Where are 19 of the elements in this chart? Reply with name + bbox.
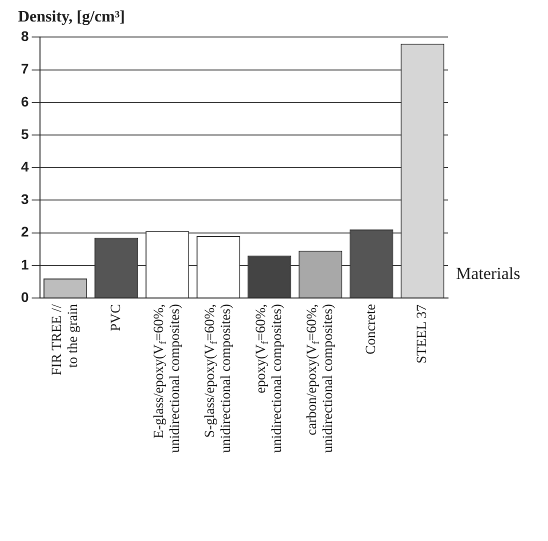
y-tick-label: 4	[20, 158, 29, 174]
x-tick-label: carbon/epoxy(Vf=60%, unidirectional composites)	[305, 304, 336, 453]
y-tick-label: 1	[20, 256, 29, 272]
y-tick-label: 5	[20, 126, 29, 142]
y-tick-label: 3	[20, 191, 29, 208]
x-axis-title: Materials	[456, 264, 520, 283]
x-tick-label: E-glass/epoxy(Vf=60%, unidirectional composites)	[152, 304, 184, 453]
x-tick-label: FIR TREE // to the grain	[50, 304, 81, 376]
y-tick-label: 0	[20, 288, 29, 305]
x-tick-label: STEEL 37	[415, 304, 430, 364]
y-tick-label: 7	[20, 60, 29, 77]
x-tick-label: epoxy(Vf=60%, unidirectional composites)	[254, 304, 286, 453]
y-tick-label: 6	[20, 93, 29, 110]
x-tick-label: S-glass/epoxy(Vf=60%, unidirectional composites)	[203, 304, 234, 453]
x-tick-label: Concrete	[364, 304, 380, 355]
y-axis-title: Density, [g/cm³]	[18, 8, 125, 26]
y-tick-label: 2	[20, 224, 29, 240]
x-tick-label: PVC	[109, 304, 124, 332]
y-tick-label: 8	[20, 28, 29, 44]
